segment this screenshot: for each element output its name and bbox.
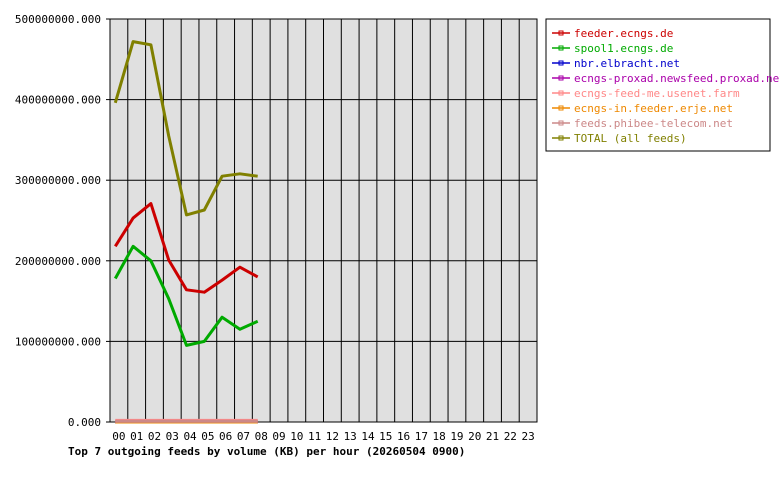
legend-label: nbr.elbracht.net <box>574 57 680 70</box>
legend-marker <box>558 120 564 126</box>
chart-title: Top 7 outgoing feeds by volume (KB) per … <box>68 445 466 458</box>
x-tick-label: 05 <box>201 430 214 443</box>
x-tick-label: 19 <box>450 430 463 443</box>
series-line <box>113 40 258 217</box>
legend-marker <box>558 135 564 141</box>
y-axis: 0.000 100000000.000 200000000.000 300000000… <box>15 13 110 429</box>
legend-marker <box>558 90 564 96</box>
legend-marker <box>558 30 564 36</box>
legend-label: TOTAL (all feeds) <box>574 132 687 145</box>
legend-marker <box>558 60 564 66</box>
y-tick-label: 400000000.000 <box>15 94 101 107</box>
y-tick-label: 200000000.000 <box>15 255 101 268</box>
x-tick-label: 21 <box>486 430 499 443</box>
y-tick-label: 500000000.000 <box>15 13 101 26</box>
x-tick-label: 22 <box>504 430 517 443</box>
x-tick-label: 17 <box>415 430 428 443</box>
x-tick-label: 15 <box>379 430 392 443</box>
x-tick-label: 14 <box>361 430 375 443</box>
legend-marker <box>558 105 564 111</box>
x-tick-label: 02 <box>148 430 161 443</box>
series-line <box>114 202 259 294</box>
x-tick-label: 06 <box>219 430 232 443</box>
x-tick-label: 07 <box>237 430 250 443</box>
legend: feeder.ecngs.de spool1.ecngs.de nbr.elbrac… <box>545 18 780 152</box>
x-tick-label: 01 <box>130 430 143 443</box>
x-tick-label: 04 <box>183 430 197 443</box>
x-tick-label: 16 <box>397 430 410 443</box>
x-tick-label: 23 <box>521 430 534 443</box>
x-tick-label: 09 <box>272 430 285 443</box>
x-tick-label: 08 <box>255 430 268 443</box>
x-tick-label: 03 <box>166 430 179 443</box>
y-tick-label: 0.000 <box>68 416 101 429</box>
legend-marker <box>558 45 564 51</box>
legend-label: ecngs-feed-me.usenet.farm <box>574 87 740 100</box>
series-line <box>113 244 259 347</box>
y-tick-label: 100000000.000 <box>15 335 101 348</box>
x-axis: 00 01 02 03 04 05 06 07 08 09 10 11 12 13 14 15 16 17 18 19… <box>112 430 534 443</box>
y-tick-label: 300000000.000 <box>15 174 101 187</box>
x-tick-label: 18 <box>433 430 446 443</box>
legend-label: feeds.phibee-telecom.net <box>574 117 733 130</box>
x-tick-label: 13 <box>344 430 357 443</box>
legend-box <box>545 18 771 152</box>
x-tick-label: 20 <box>468 430 481 443</box>
legend-label: ecngs-proxad.newsfeed.proxad.net <box>574 72 780 85</box>
series-lines <box>113 40 259 424</box>
x-tick-label: 12 <box>326 430 339 443</box>
x-tick-label: 10 <box>290 430 303 443</box>
x-tick-label: 00 <box>112 430 125 443</box>
legend-marker <box>558 75 564 81</box>
legend-label: ecngs-in.feeder.erje.net <box>574 102 733 115</box>
grid <box>110 19 537 422</box>
x-tick-label: 11 <box>308 430 321 443</box>
legend-label: spool1.ecngs.de <box>574 42 673 55</box>
legend-label: feeder.ecngs.de <box>574 27 673 40</box>
